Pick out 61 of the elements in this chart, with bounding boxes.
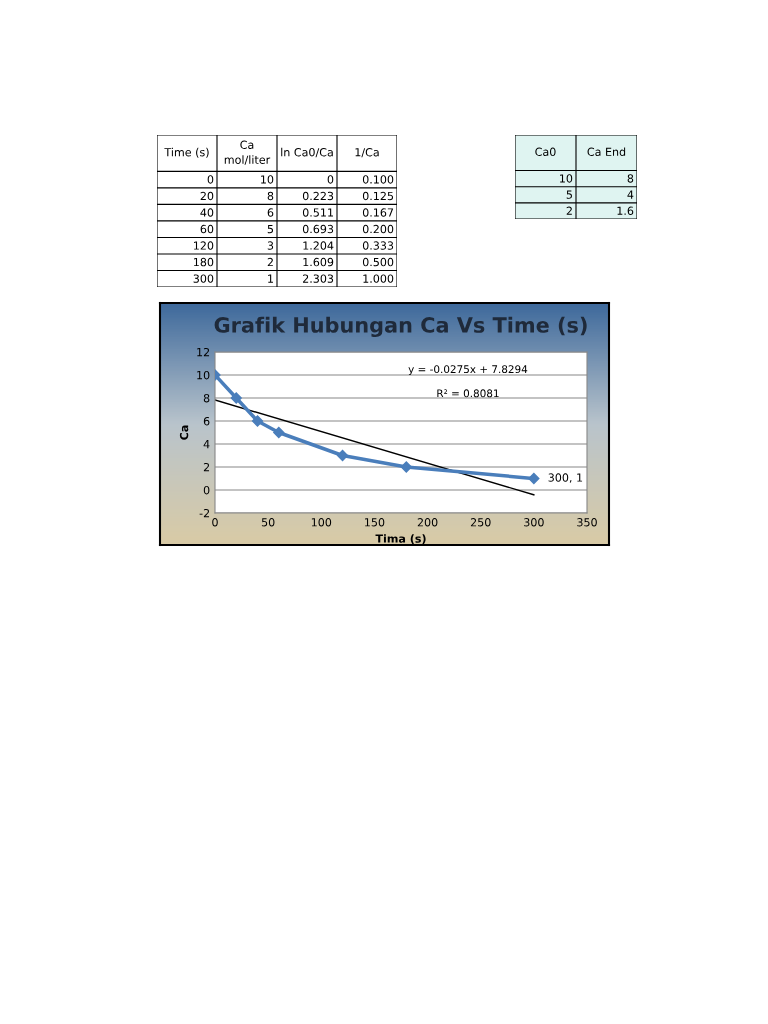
text: 300 bbox=[193, 274, 214, 283]
text: 0.333 bbox=[362, 241, 394, 250]
text: 1.204 bbox=[303, 241, 334, 250]
text: 0.167 bbox=[362, 208, 394, 217]
y-tick-label: 10 bbox=[197, 370, 210, 380]
text: 40 bbox=[200, 208, 214, 217]
x-tick-label: 100 bbox=[311, 518, 332, 527]
text: 180 bbox=[194, 257, 214, 267]
chart-title: Grafik Hubungan Ca Vs Time (s) bbox=[214, 316, 587, 338]
text: 120 bbox=[194, 241, 214, 250]
text: 0.693 bbox=[302, 224, 334, 234]
x-tick-label: 50 bbox=[261, 518, 275, 527]
text: 0 bbox=[327, 175, 334, 184]
text: 0.511 bbox=[302, 208, 333, 217]
text: 10 bbox=[560, 174, 573, 183]
text: 0.100 bbox=[362, 175, 394, 184]
text: 0.125 bbox=[362, 191, 394, 201]
category-label: Ca0 bbox=[535, 147, 556, 156]
category-label: Time (s) bbox=[164, 147, 209, 158]
category-label: Ca End bbox=[587, 147, 626, 156]
annotation: 300, 1 bbox=[548, 473, 583, 483]
y-tick-label: 4 bbox=[203, 440, 210, 449]
text: 1.000 bbox=[363, 274, 394, 283]
text: 5 bbox=[267, 224, 274, 234]
x-tick-label: 0 bbox=[212, 518, 218, 527]
category-label: Ca mol/liter bbox=[224, 140, 271, 165]
y-tick-label: 2 bbox=[203, 462, 210, 472]
x-tick-label: 200 bbox=[417, 518, 438, 527]
text: 1.609 bbox=[303, 257, 334, 267]
text: 2 bbox=[566, 206, 572, 215]
text: 10 bbox=[261, 175, 274, 184]
text: 4 bbox=[627, 190, 634, 199]
y-tick-label: 0 bbox=[203, 485, 210, 495]
y-tick-label: 8 bbox=[203, 393, 210, 403]
annotation: y = -0.0275x + 7.8294 bbox=[408, 365, 528, 376]
y-tick-label: -2 bbox=[199, 508, 210, 518]
text: 8 bbox=[267, 191, 274, 201]
x-axis-title: Tima (s) bbox=[375, 534, 426, 545]
annotation: R² = 0.8081 bbox=[437, 389, 499, 398]
text: 0.200 bbox=[362, 224, 394, 234]
x-tick-label: 300 bbox=[524, 518, 544, 527]
x-tick-label: 250 bbox=[470, 518, 491, 527]
text: 5 bbox=[566, 190, 572, 199]
x-tick-label: 150 bbox=[365, 518, 385, 527]
x-tick-label: 350 bbox=[577, 518, 597, 527]
category-label: 1/Ca bbox=[355, 147, 379, 158]
y-axis-title: Ca bbox=[179, 425, 189, 440]
text: 1.6 bbox=[617, 206, 634, 215]
text: 1 bbox=[268, 274, 273, 283]
text: 0.223 bbox=[302, 191, 334, 201]
y-tick-label: 12 bbox=[197, 347, 210, 357]
text: 2.303 bbox=[303, 274, 334, 283]
text: 3 bbox=[267, 241, 274, 250]
category-label: ln Ca0/Ca bbox=[281, 147, 333, 158]
y-tick-label: 6 bbox=[203, 416, 210, 426]
text: 2 bbox=[267, 257, 273, 267]
text: 20 bbox=[200, 191, 214, 201]
text: 0.500 bbox=[362, 257, 394, 267]
text: 8 bbox=[627, 174, 634, 183]
text: 6 bbox=[267, 208, 274, 217]
text: 60 bbox=[200, 224, 214, 234]
